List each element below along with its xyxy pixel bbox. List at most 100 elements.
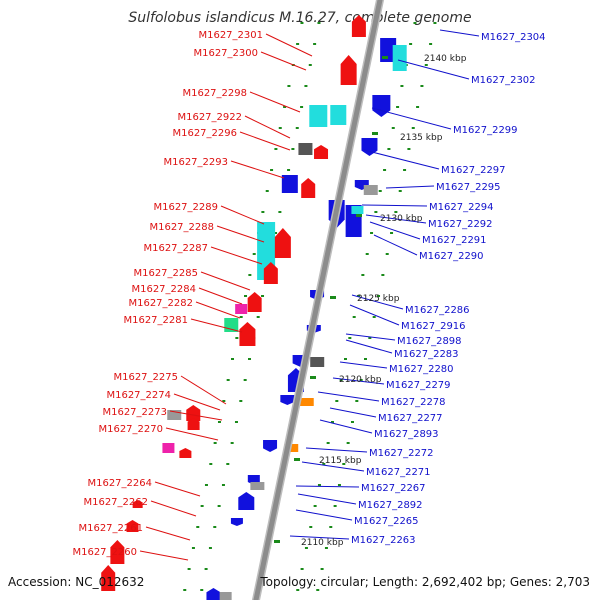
tick-mark bbox=[326, 442, 330, 444]
leader-line bbox=[145, 526, 191, 541]
tick-mark bbox=[309, 526, 313, 528]
tick-mark bbox=[320, 568, 324, 570]
gene-label-right: M1627_2286 bbox=[405, 305, 470, 316]
tick-mark bbox=[304, 547, 308, 549]
tick-mark bbox=[300, 22, 304, 24]
gene-feature bbox=[263, 440, 278, 452]
tick-mark bbox=[239, 316, 243, 318]
leader-line bbox=[200, 271, 251, 291]
tick-mark bbox=[407, 148, 411, 150]
leader-line bbox=[369, 221, 421, 240]
tick-mark bbox=[308, 64, 312, 66]
tick-mark bbox=[283, 106, 287, 108]
tick-mark bbox=[429, 43, 433, 45]
leader-line bbox=[319, 419, 373, 434]
tick-mark bbox=[274, 232, 278, 234]
tick-mark bbox=[217, 505, 221, 507]
tick-mark bbox=[409, 43, 413, 45]
gene-label-right: M1627_2265 bbox=[354, 516, 419, 527]
gene-feature bbox=[186, 405, 201, 421]
gene-label-right: M1627_2916 bbox=[401, 321, 466, 332]
gene-label-left: M1627_2273 bbox=[102, 407, 167, 418]
tick-mark bbox=[387, 148, 391, 150]
tick-mark bbox=[377, 295, 381, 297]
tick-mark bbox=[316, 589, 320, 591]
scale-label: 2140 kbp bbox=[424, 54, 467, 64]
tick-mark bbox=[243, 379, 247, 381]
gene-feature bbox=[281, 175, 298, 193]
gene-label-right: M1627_2267 bbox=[361, 483, 426, 494]
scale-label: 2135 kbp bbox=[400, 133, 443, 143]
tick-mark bbox=[390, 232, 394, 234]
tick-mark bbox=[261, 211, 265, 213]
tick-mark bbox=[333, 505, 337, 507]
gene-label-right: M1627_2299 bbox=[453, 125, 518, 136]
gene-label-left: M1627_2300 bbox=[193, 48, 258, 59]
gene-label-left: M1627_2293 bbox=[163, 157, 228, 168]
gene-feature bbox=[298, 143, 313, 155]
leader-line bbox=[173, 393, 221, 411]
label-leader-lines bbox=[139, 29, 480, 561]
gene-label-left: M1627_2288 bbox=[149, 222, 214, 233]
tick-mark bbox=[337, 484, 341, 486]
scale-labels: 2140 kbp 2135 kbp 2130 kbp 2125 kbp 2120 kbp… bbox=[274, 54, 467, 548]
tick-mark bbox=[350, 421, 354, 423]
tick-mark bbox=[256, 316, 260, 318]
scale-tick bbox=[372, 132, 378, 135]
gene-label-left: M1627_2298 bbox=[182, 88, 247, 99]
gene-feature bbox=[274, 228, 291, 258]
gene-feature bbox=[280, 395, 295, 405]
gene-label-left: M1627_2296 bbox=[172, 128, 237, 139]
gene-label-left: M1627_2274 bbox=[106, 390, 171, 401]
gene-label-right: M1627_2297 bbox=[441, 165, 506, 176]
gene-feature bbox=[132, 500, 143, 508]
leader-line bbox=[329, 407, 377, 418]
leader-line bbox=[301, 461, 365, 472]
leader-line bbox=[239, 131, 291, 151]
tick-mark bbox=[226, 379, 230, 381]
gene-feature bbox=[351, 206, 364, 214]
gene-label-left: M1627_2264 bbox=[87, 478, 152, 489]
tick-mark bbox=[317, 22, 321, 24]
gene-feature bbox=[263, 262, 278, 284]
tick-mark bbox=[291, 148, 295, 150]
gene-feature bbox=[219, 592, 232, 600]
tick-mark bbox=[381, 274, 385, 276]
gene-feature bbox=[250, 482, 265, 490]
gene-feature bbox=[179, 448, 192, 458]
leader-line bbox=[349, 304, 400, 326]
gene-feature bbox=[340, 55, 357, 85]
tick-mark bbox=[396, 106, 400, 108]
leader-line bbox=[339, 361, 388, 369]
tick-mark bbox=[355, 400, 359, 402]
leader-line bbox=[345, 333, 396, 341]
gene-feature bbox=[372, 95, 391, 117]
tick-mark bbox=[416, 106, 420, 108]
tick-mark bbox=[296, 43, 300, 45]
tick-mark bbox=[398, 190, 402, 192]
tick-mark bbox=[394, 211, 398, 213]
gene-feature bbox=[238, 492, 255, 510]
gene-label-right: M1627_2283 bbox=[394, 349, 459, 360]
accession-text: Accession: NC_012632 bbox=[8, 575, 145, 589]
tick-mark bbox=[370, 232, 374, 234]
tick-mark bbox=[213, 526, 217, 528]
gene-feature bbox=[239, 322, 256, 346]
gene-feature bbox=[301, 178, 316, 198]
tick-mark bbox=[357, 295, 361, 297]
gene-label-left: M1627_2262 bbox=[83, 497, 148, 508]
gene-feature bbox=[167, 410, 182, 420]
tick-mark bbox=[191, 547, 195, 549]
gene-label-right: M1627_2304 bbox=[481, 32, 546, 43]
tick-mark bbox=[378, 190, 382, 192]
gene-label-left: M1627_2270 bbox=[98, 424, 163, 435]
leader-line bbox=[332, 377, 385, 385]
gene-feature bbox=[309, 105, 328, 127]
tick-mark bbox=[270, 169, 274, 171]
gene-feature bbox=[162, 443, 175, 453]
tick-mark bbox=[313, 43, 317, 45]
gene-feature bbox=[310, 357, 325, 367]
tick-mark bbox=[433, 22, 437, 24]
tick-mark bbox=[403, 169, 407, 171]
